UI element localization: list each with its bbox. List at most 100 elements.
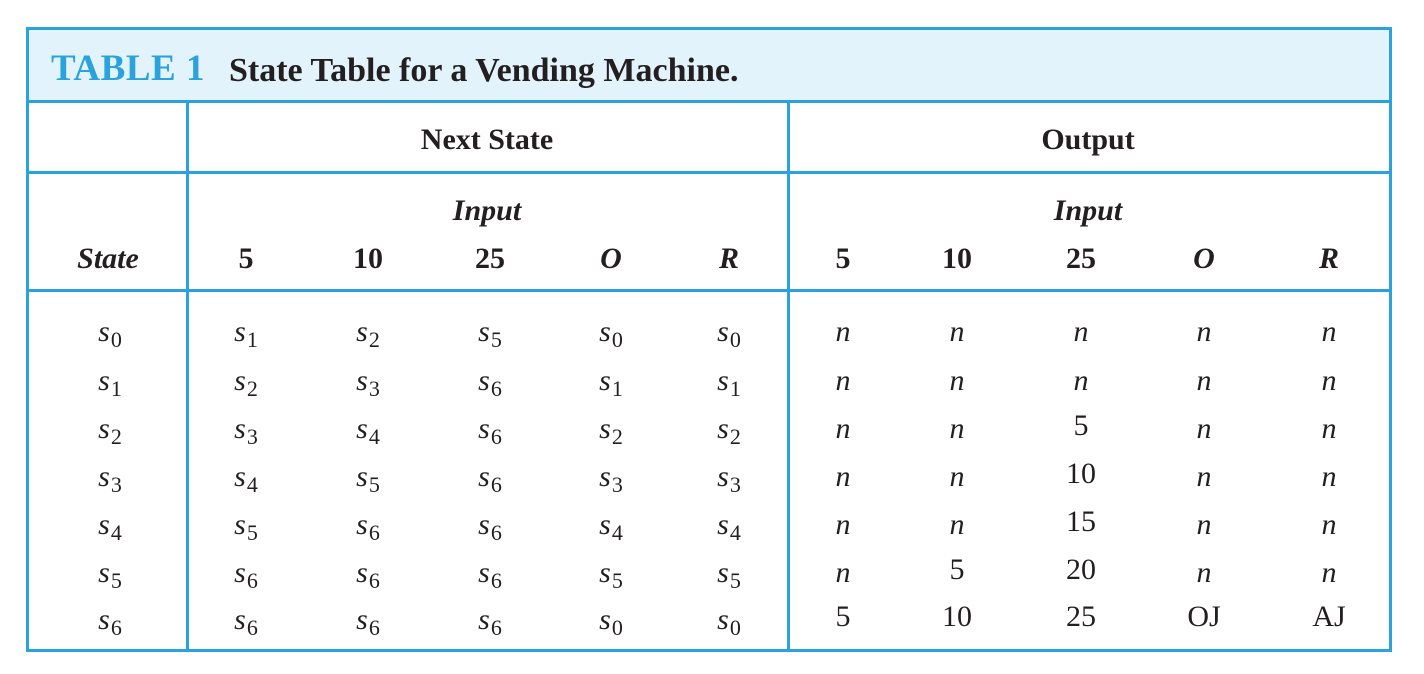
rule-below-group-headers [29,171,1389,174]
table-label: TABLE 1 [51,48,205,89]
output-cell: n [949,508,965,541]
next-input-col-header: 25 [475,242,505,275]
next-state-cell: s6 [478,556,502,593]
next-state-cell: s5 [234,508,258,545]
output-input-col-header: 10 [942,242,972,275]
output-cell: n [835,556,851,589]
state-cell: s0 [98,315,122,352]
next-input-col-header: O [600,242,622,275]
output-cell: n [949,364,965,397]
output-cell: n [1073,364,1089,397]
output-cell: OJ [1187,600,1221,633]
output-cell: n [835,460,851,493]
next-state-cell: s0 [599,315,623,352]
next-state-cell: s4 [717,508,741,545]
next-state-cell: s2 [599,412,623,449]
next-state-cell: s1 [234,315,258,352]
next-state-cell: s0 [717,603,741,640]
output-cell: n [1196,412,1212,445]
next-input-col-header: 10 [353,242,383,275]
next-state-cell: s2 [717,412,741,449]
next-state-cell: s1 [717,364,741,401]
output-cell: n [1321,412,1337,445]
output-cell: 25 [1066,600,1096,633]
state-cell: s6 [98,603,122,640]
state-cell: s2 [98,412,122,449]
output-cell: n [1321,508,1337,541]
next-state-cell: s6 [234,556,258,593]
output-input-col-header: 25 [1066,242,1096,275]
output-cell: n [1073,315,1089,348]
output-cell: n [1196,315,1212,348]
rule-output-divider [787,100,790,652]
output-cell: n [835,364,851,397]
output-cell: n [1321,364,1337,397]
rule-below-column-headers [29,289,1389,292]
next-state-cell: s4 [234,460,258,497]
next-state-cell: s6 [356,508,380,545]
next-state-cell: s5 [599,556,623,593]
output-cell: 10 [942,600,972,633]
state-cell: s5 [98,556,122,593]
next-state-cell: s6 [478,412,502,449]
output-cell: 5 [1073,409,1089,442]
next-state-cell: s5 [717,556,741,593]
state-cell: s1 [98,364,122,401]
state-table: TABLE 1 State Table for a Vending Machin… [26,27,1392,652]
next-input-col-header: R [718,242,740,275]
next-state-cell: s6 [478,364,502,401]
state-cell: s4 [98,508,122,545]
output-cell: n [949,460,965,493]
next-state-cell: s6 [234,603,258,640]
output-cell: n [1196,508,1212,541]
output-cell: 5 [949,553,965,586]
output-cell: n [1321,315,1337,348]
output-cell: n [949,412,965,445]
next-state-cell: s5 [356,460,380,497]
next-state-cell: s2 [356,315,380,352]
next-state-cell: s6 [478,603,502,640]
next-state-cell: s5 [478,315,502,352]
output-cell: n [835,412,851,445]
output-cell: n [1321,556,1337,589]
next-state-header: Next State [420,123,554,156]
next-state-cell: s6 [478,508,502,545]
table-caption: TABLE 1 State Table for a Vending Machin… [29,30,1389,103]
output-input-header: Input [1053,194,1123,227]
output-cell: 5 [835,600,851,633]
output-cell: 10 [1066,457,1096,490]
output-input-col-header: 5 [835,242,851,275]
next-state-cell: s0 [717,315,741,352]
table-title: State Table for a Vending Machine. [229,52,739,89]
next-state-cell: s4 [356,412,380,449]
state-header: State [77,242,139,275]
rule-state-divider [186,100,189,652]
output-cell: n [835,315,851,348]
state-cell: s3 [98,460,122,497]
output-cell: n [1196,364,1212,397]
next-state-cell: s0 [599,603,623,640]
next-state-cell: s1 [599,364,623,401]
next-state-cell: s3 [717,460,741,497]
next-state-cell: s4 [599,508,623,545]
next-input-header: Input [452,194,522,227]
output-cell: n [1196,556,1212,589]
output-cell: n [949,315,965,348]
output-cell: AJ [1312,600,1346,633]
next-state-cell: s3 [234,412,258,449]
next-state-cell: s6 [356,556,380,593]
next-state-cell: s6 [356,603,380,640]
output-cell: 20 [1066,553,1096,586]
next-state-cell: s3 [599,460,623,497]
next-state-cell: s6 [478,460,502,497]
output-header: Output [1041,123,1135,156]
output-cell: 15 [1066,505,1096,538]
output-input-col-header: R [1318,242,1340,275]
output-cell: n [835,508,851,541]
next-state-cell: s2 [234,364,258,401]
next-input-col-header: 5 [238,242,254,275]
output-input-col-header: O [1193,242,1215,275]
output-cell: n [1321,460,1337,493]
output-cell: n [1196,460,1212,493]
next-state-cell: s3 [356,364,380,401]
